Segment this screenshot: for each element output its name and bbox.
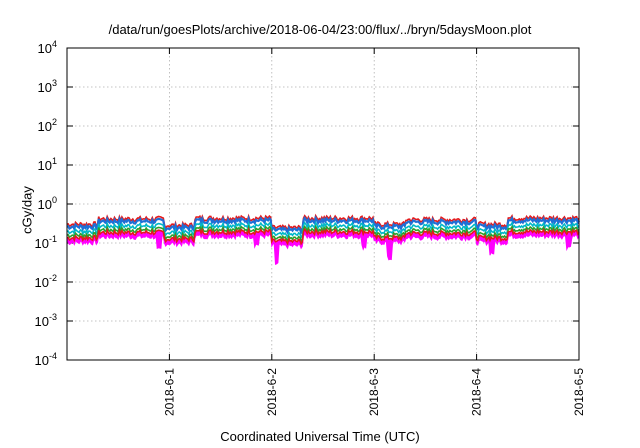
- series-blue-line: [66, 214, 580, 236]
- y-tick-label: 104: [38, 39, 57, 56]
- y-tick-label: 100: [38, 195, 57, 212]
- chart-title: /data/run/goesPlots/archive/2018-06-04/2…: [108, 22, 532, 37]
- x-tick-label: 2018-6-2: [265, 368, 279, 416]
- series-magenta-fill: [66, 229, 580, 266]
- y-tick-label: 10-4: [35, 351, 57, 368]
- x-tick-label: 2018-6-5: [572, 368, 586, 416]
- y-tick-label: 103: [38, 78, 57, 95]
- plot-frame: [66, 47, 580, 361]
- x-tick-label: 2018-6-1: [162, 368, 176, 416]
- y-tick-label: 10-3: [35, 312, 57, 329]
- x-axis-label: Coordinated Universal Time (UTC): [220, 429, 420, 444]
- series-green-line: [66, 224, 580, 243]
- y-tick-label: 101: [38, 156, 57, 173]
- y-tick-label: 10-2: [35, 273, 57, 290]
- y-axis-label: cGy/day: [19, 186, 35, 234]
- series-red-line: [66, 227, 580, 246]
- x-tick-label: 2018-6-4: [470, 368, 484, 416]
- x-tick-label: 2018-6-3: [367, 368, 381, 416]
- y-tick-label: 102: [38, 117, 57, 134]
- series-cyan-line: [66, 220, 580, 240]
- y-tick-label: 10-1: [35, 234, 57, 251]
